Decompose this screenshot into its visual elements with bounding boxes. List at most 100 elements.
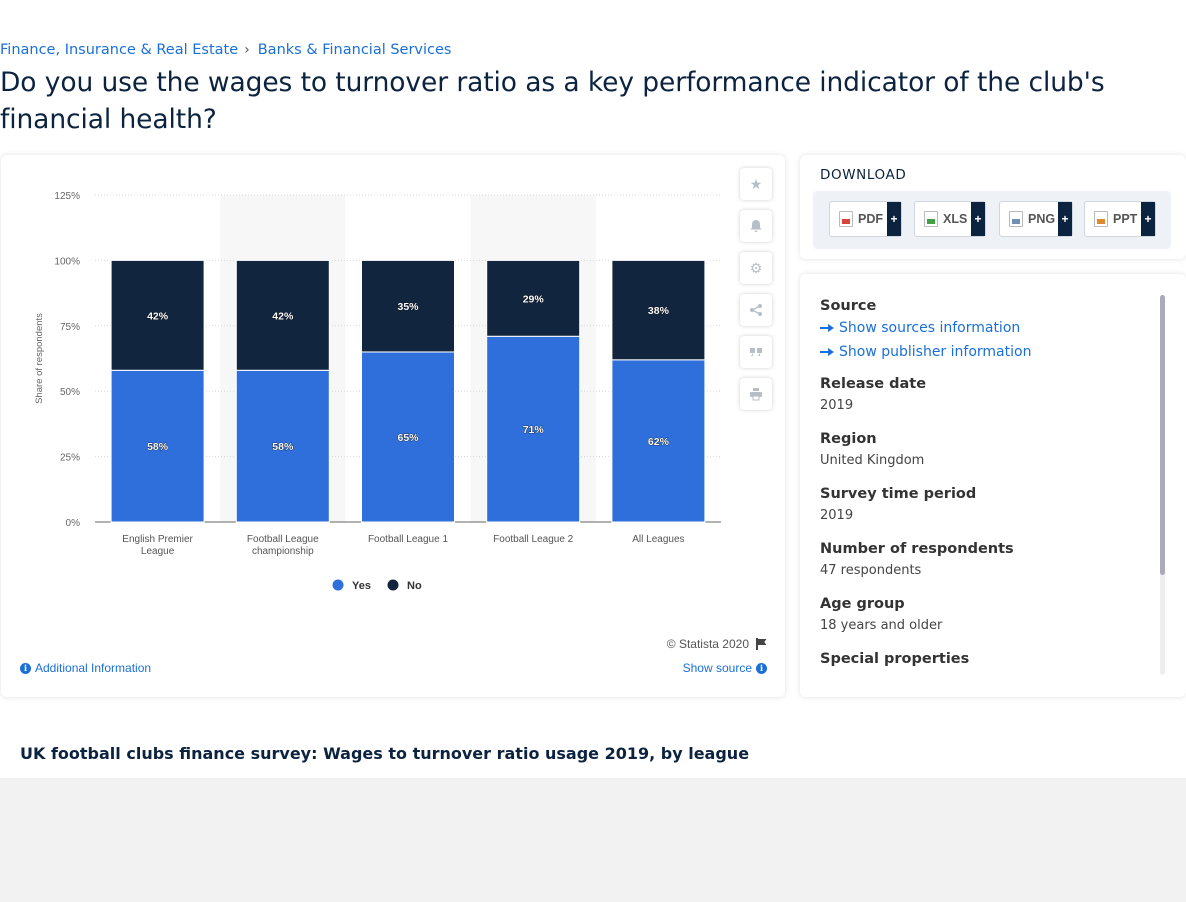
details-scrollbar-thumb[interactable] [1160, 295, 1165, 575]
data-label: 62% [648, 436, 670, 448]
statista-credit: © Statista 2020 [667, 637, 767, 651]
y-tick-label: 50% [60, 387, 80, 398]
print-icon[interactable] [740, 378, 772, 410]
legend-marker-yes [332, 579, 344, 591]
show-publisher-link[interactable]: Show publisher information [820, 340, 1150, 364]
chart-toolbar: ★ ⚙ [740, 168, 774, 420]
y-tick-label: 0% [66, 518, 81, 529]
info-icon: i [20, 662, 31, 674]
chart-card: 0% 25% 50% 75% 100% 125% Share of respondents 5… [1, 155, 785, 697]
png-file-icon [1009, 211, 1023, 227]
data-label: 42% [147, 310, 169, 322]
breadcrumb: Finance, Insurance & Real Estate › Banks… [0, 42, 451, 58]
png-plus-icon[interactable]: + [1058, 202, 1072, 236]
download-card: DOWNLOAD PDF + XLS + PNG + PPT + [800, 155, 1186, 259]
bar-no [361, 259, 455, 353]
survey-period-label: Survey time period [820, 486, 977, 502]
release-date-value: 2019 [820, 398, 854, 413]
download-png-button[interactable]: PNG + [999, 201, 1073, 237]
pdf-file-icon [839, 211, 853, 227]
flag-icon[interactable] [755, 638, 767, 650]
bar-no [611, 259, 706, 361]
settings-gear-icon[interactable]: ⚙ [740, 252, 772, 284]
data-label: 58% [147, 441, 169, 453]
notification-bell-icon[interactable] [740, 210, 772, 242]
download-ppt-button[interactable]: PPT + [1084, 201, 1156, 237]
bar-no [486, 259, 581, 337]
special-properties-label: Special properties [820, 651, 970, 667]
bar-no [110, 259, 205, 371]
show-source-link[interactable]: Show source i [683, 661, 767, 675]
x-tick-label: Football League 2 [493, 534, 574, 545]
survey-period-value: 2019 [820, 508, 854, 523]
y-tick-label: 125% [54, 191, 80, 202]
show-sources-text: Show sources information [839, 320, 1021, 336]
legend-label-yes: Yes [352, 580, 371, 592]
x-tick-label: English Premier [122, 534, 193, 545]
bar-yes [110, 369, 205, 523]
share-icon[interactable] [740, 294, 772, 326]
breadcrumb-separator: › [244, 42, 250, 58]
respondents-value: 47 respondents [820, 563, 922, 578]
x-tick-label: All Leagues [632, 534, 684, 545]
pdf-plus-icon[interactable]: + [887, 202, 901, 236]
statistic-details-card: Source Show sources information Show pub… [800, 274, 1186, 697]
statistic-subtitle: UK football clubs finance survey: Wages … [20, 744, 750, 763]
credit-text: © Statista 2020 [666, 637, 749, 651]
y-tick-label: 25% [60, 453, 80, 464]
download-pdf-button[interactable]: PDF + [829, 201, 902, 237]
legend-label-no: No [407, 580, 422, 592]
download-buttons: PDF + XLS + PNG + PPT + [813, 191, 1171, 249]
details-scrollbar[interactable] [1160, 295, 1165, 675]
respondents-label: Number of respondents [820, 541, 1014, 557]
stacked-bar-chart: 0% 25% 50% 75% 100% 125% Share of respondents 5… [34, 191, 721, 592]
x-tick-label: League [141, 546, 175, 557]
bar-no [235, 259, 330, 371]
breadcrumb-link-finance[interactable]: Finance, Insurance & Real Estate [0, 42, 239, 58]
page-title: Do you use the wages to turnover ratio a… [0, 67, 1105, 135]
show-publisher-text: Show publisher information [839, 344, 1032, 360]
legend-marker-no [387, 579, 399, 591]
show-source-label: Show source [682, 661, 752, 675]
additional-information-link[interactable]: i Additional Information [20, 661, 151, 675]
additional-information-label: Additional Information [35, 661, 152, 675]
y-tick-label: 75% [60, 322, 80, 333]
xls-file-icon [924, 211, 938, 227]
data-label: 38% [648, 305, 670, 317]
y-tick-label: 100% [54, 256, 80, 267]
release-date-label: Release date [820, 376, 927, 392]
data-label: 65% [397, 432, 419, 444]
bar-yes [235, 369, 330, 523]
ppt-label: PPT [1113, 212, 1138, 226]
png-label: PNG [1028, 212, 1056, 226]
x-tick-label: championship [252, 546, 314, 557]
region-label: Region [820, 431, 877, 447]
info-icon: i [756, 662, 767, 674]
data-label: 58% [272, 441, 294, 453]
ppt-plus-icon[interactable]: + [1141, 202, 1155, 236]
y-axis-label: Share of respondents [34, 313, 45, 404]
data-label: 71% [523, 424, 545, 436]
quote-icon[interactable] [740, 336, 772, 368]
arrow-right-icon [820, 323, 834, 333]
x-tick-label: Football League 1 [368, 534, 449, 545]
download-title: DOWNLOAD [820, 167, 907, 183]
x-tick-label: Football League [247, 534, 319, 545]
bar-yes [361, 351, 455, 523]
bar-yes [486, 335, 581, 523]
favorite-star-icon[interactable]: ★ [740, 168, 772, 200]
data-label: 42% [272, 310, 294, 322]
age-group-value: 18 years and older [820, 618, 943, 633]
source-label: Source [820, 298, 877, 314]
pdf-label: PDF [858, 212, 883, 226]
data-label: 35% [397, 301, 419, 313]
region-value: United Kingdom [820, 453, 925, 468]
age-group-label: Age group [820, 596, 905, 612]
xls-plus-icon[interactable]: + [971, 202, 985, 236]
bar-yes [611, 359, 706, 523]
data-label: 29% [523, 293, 545, 305]
download-xls-button[interactable]: XLS + [914, 201, 986, 237]
xls-label: XLS [943, 212, 968, 226]
breadcrumb-link-banks[interactable]: Banks & Financial Services [257, 42, 452, 58]
show-sources-link[interactable]: Show sources information [820, 316, 1150, 340]
